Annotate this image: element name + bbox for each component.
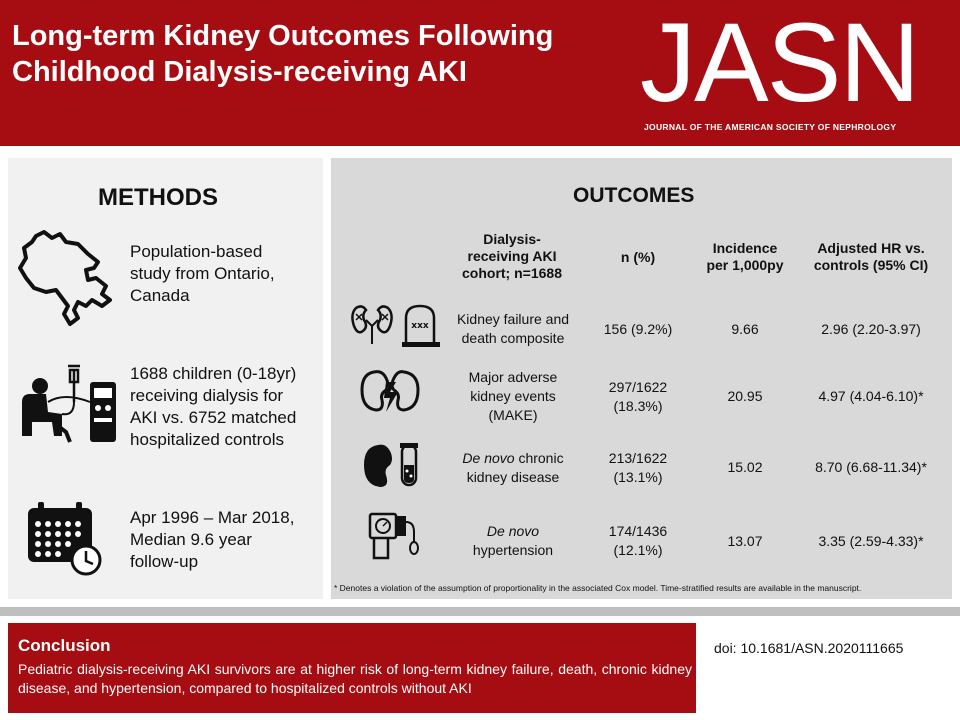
header-banner — [0, 0, 960, 146]
title-line-1: Long-term Kidney Outcomes Following — [12, 20, 554, 52]
outcome-hr-ckd: 8.70 (6.68-11.34)* — [815, 459, 927, 475]
methods-population-text: Population-based study from Ontario, Can… — [130, 242, 275, 305]
journal-logo: JASN — [640, 0, 920, 125]
outcome-name-ckd: De novo chronic kidney disease — [443, 449, 583, 487]
outcome-n-kidney-failure: 156 (9.2%) — [603, 321, 673, 337]
conclusion-box — [8, 623, 696, 713]
methods-followup-text: Apr 1996 – Mar 2018, Median 9.6 year fol… — [130, 508, 295, 571]
conclusion-text: Pediatric dialysis-receiving AKI survivo… — [18, 661, 692, 696]
outcome-name-kidney-failure: Kidney failure and death composite — [456, 311, 570, 346]
outcome-incidence-hypertension: 13.07 — [727, 533, 763, 549]
column-header-cohort: Dialysis- receiving AKI cohort; n=1688 — [462, 231, 562, 281]
kidney-tombstone-icon: xxx — [351, 304, 440, 347]
outcome-hr-kidney-failure: 2.96 (2.20-3.97) — [821, 321, 921, 337]
methods-cohort-text: 1688 children (0-18yr) receiving dialysi… — [130, 364, 297, 449]
page-title: Long-term Kidney Outcomes Following Chil… — [12, 18, 632, 90]
blood-pressure-monitor-icon — [368, 512, 419, 560]
svg-text:xxx: xxx — [411, 321, 429, 331]
outcome-n-hypertension: 174/1436 (12.1%) — [608, 523, 668, 558]
outcome-name-hypertension-line-1: De novo — [486, 523, 540, 539]
outcome-hr-hypertension: 3.35 (2.59-4.33)* — [818, 533, 924, 549]
kidney-lightning-icon — [360, 370, 420, 412]
title-line-2: Childhood Dialysis-receiving AKI — [12, 56, 467, 88]
outcome-incidence-ckd: 15.02 — [727, 459, 763, 475]
ontario-map-icon — [18, 230, 112, 326]
outcome-name-make: Major adverse kidney events (MAKE) — [468, 369, 558, 423]
calendar-clock-icon — [28, 502, 102, 576]
outcomes-panel — [331, 158, 952, 599]
section-divider — [0, 607, 960, 616]
conclusion-heading: Conclusion — [18, 636, 111, 655]
outcome-hr-make: 4.97 (4.04-6.10)* — [818, 388, 924, 404]
outcome-name-hypertension: De novo hypertension — [443, 522, 583, 560]
outcome-n-ckd: 213/1622 (13.1%) — [608, 450, 668, 485]
outcome-n-make: 297/1622 (18.3%) — [608, 379, 668, 414]
outcome-incidence-make: 20.95 — [727, 388, 763, 404]
kidney-test-tube-icon — [364, 443, 418, 487]
methods-heading: METHODS — [98, 184, 218, 211]
column-header-n: n (%) — [620, 249, 656, 265]
outcome-incidence-kidney-failure: 9.66 — [731, 321, 759, 337]
column-header-hr: Adjusted HR vs. controls (95% CI) — [813, 240, 929, 273]
journal-logo-subtitle: JOURNAL OF THE AMERICAN SOCIETY OF NEPHR… — [644, 122, 897, 132]
outcomes-heading: OUTCOMES — [573, 184, 695, 207]
doi-text: doi: 10.1681/ASN.2020111665 — [714, 640, 904, 656]
outcomes-footnote: * Denotes a violation of the assumption … — [334, 583, 862, 593]
column-header-incidence: Incidence per 1,000py — [706, 240, 784, 273]
outcome-name-ckd-line-1: De novo chronic — [462, 450, 564, 466]
dialysis-patient-icon — [22, 364, 116, 443]
